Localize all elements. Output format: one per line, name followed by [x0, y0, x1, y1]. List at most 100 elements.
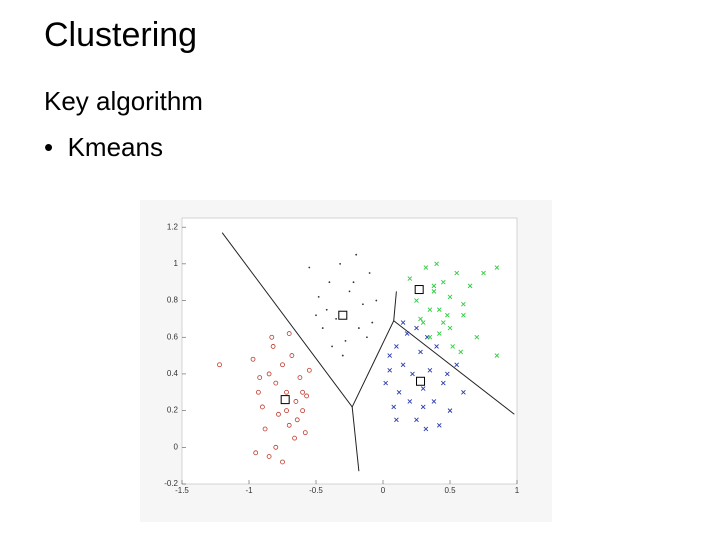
- point: [396, 389, 402, 395]
- point: [431, 283, 437, 289]
- body-text: Key algorithm: [44, 86, 203, 116]
- point: [400, 362, 406, 368]
- y-tick-label: -0.2: [164, 479, 178, 488]
- point: [266, 371, 272, 377]
- x-tick-label: 0: [381, 486, 386, 495]
- point: [253, 450, 259, 456]
- y-tick-label: 1.2: [167, 222, 179, 231]
- point: [454, 362, 460, 368]
- point: [391, 404, 397, 410]
- boundary-line: [393, 291, 397, 321]
- bullet-dot: •: [44, 132, 68, 162]
- point: [328, 281, 331, 284]
- point: [454, 270, 460, 276]
- point: [447, 325, 453, 331]
- point: [400, 320, 406, 325]
- y-tick-label: 1: [174, 259, 179, 268]
- point: [467, 283, 473, 289]
- point: [423, 265, 429, 270]
- point: [445, 312, 450, 318]
- point: [440, 320, 446, 325]
- point: [286, 331, 292, 336]
- point: [273, 444, 279, 450]
- point: [266, 454, 272, 459]
- point: [341, 354, 344, 357]
- point: [387, 353, 393, 358]
- bullet-text: Kmeans: [67, 132, 163, 162]
- point: [427, 367, 433, 373]
- y-tick-label: 0: [174, 442, 179, 451]
- point: [481, 270, 486, 276]
- point: [289, 353, 295, 358]
- point: [450, 344, 455, 349]
- point: [407, 399, 413, 404]
- x-tick-label: -1.5: [175, 486, 189, 495]
- point: [269, 334, 275, 340]
- x-tick-label: -0.5: [309, 486, 323, 495]
- point: [294, 417, 300, 423]
- point: [404, 331, 410, 336]
- point: [474, 334, 480, 340]
- point: [304, 393, 310, 399]
- point: [494, 265, 500, 270]
- point: [255, 389, 261, 395]
- point: [315, 314, 317, 317]
- point: [335, 317, 337, 320]
- y-tick-label: 0.4: [167, 369, 179, 378]
- centroid: [416, 376, 426, 386]
- point: [270, 344, 276, 349]
- point: [259, 404, 265, 410]
- point: [494, 353, 500, 358]
- point: [262, 426, 268, 432]
- point: [308, 266, 311, 269]
- point: [297, 375, 303, 381]
- point: [458, 349, 464, 355]
- point: [447, 294, 453, 300]
- plot-area: [181, 217, 518, 485]
- point: [427, 307, 433, 313]
- point: [284, 408, 289, 414]
- boundary-line: [351, 406, 360, 472]
- point: [257, 375, 263, 381]
- y-tick-label: 0.2: [167, 406, 179, 415]
- point: [321, 327, 324, 329]
- point: [325, 308, 328, 311]
- point: [436, 331, 442, 336]
- point: [286, 422, 292, 428]
- point: [280, 362, 285, 368]
- point: [368, 272, 371, 274]
- bullet: • Kmeans: [44, 132, 163, 163]
- point: [407, 276, 413, 281]
- point: [431, 289, 437, 294]
- point: [344, 340, 347, 342]
- point: [250, 356, 256, 362]
- point: [339, 262, 342, 265]
- slide-title: Clustering: [44, 16, 198, 54]
- point: [414, 417, 419, 423]
- point: [292, 435, 297, 441]
- point: [366, 336, 368, 339]
- point: [461, 389, 466, 395]
- point: [420, 386, 426, 391]
- point: [414, 325, 419, 331]
- y-tick-label: 0.6: [167, 332, 179, 341]
- y-tick-label: 0.8: [167, 296, 179, 305]
- point: [217, 362, 222, 368]
- point: [300, 408, 306, 414]
- point: [306, 367, 312, 373]
- point: [352, 281, 355, 284]
- point: [461, 312, 466, 318]
- point: [436, 307, 442, 313]
- point: [394, 417, 399, 423]
- boundary-line: [221, 232, 515, 415]
- point: [423, 426, 429, 432]
- point: [317, 295, 320, 298]
- point: [387, 367, 393, 373]
- point: [461, 301, 466, 307]
- centroid: [338, 310, 348, 320]
- point: [284, 389, 289, 395]
- x-tick-label: 0.5: [444, 486, 456, 495]
- point: [434, 344, 439, 349]
